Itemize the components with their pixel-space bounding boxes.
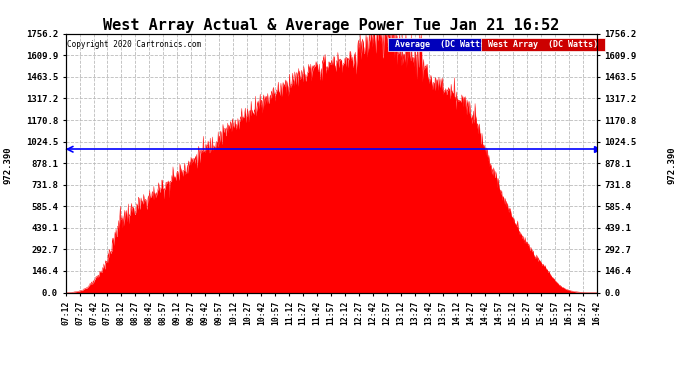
Text: 972.390: 972.390 [3,146,13,184]
Title: West Array Actual & Average Power Tue Jan 21 16:52: West Array Actual & Average Power Tue Ja… [103,18,560,33]
Text: Copyright 2020 Cartronics.com: Copyright 2020 Cartronics.com [67,40,201,49]
Text: West Array  (DC Watts): West Array (DC Watts) [482,40,602,49]
Text: Average  (DC Watts): Average (DC Watts) [390,40,495,49]
Text: 972.390: 972.390 [667,146,677,184]
